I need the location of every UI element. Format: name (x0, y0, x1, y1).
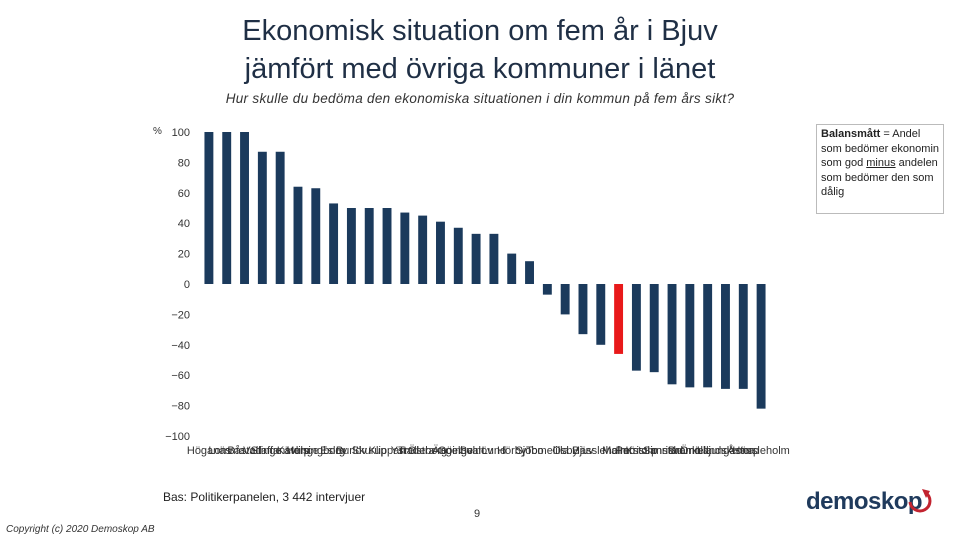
y-tick-label: 40 (178, 218, 190, 230)
bar (222, 132, 232, 284)
x-category-label: Burlöv (336, 445, 368, 457)
bar (418, 215, 428, 284)
y-tick-label: 80 (178, 157, 190, 169)
bar (721, 284, 730, 389)
x-category-label: Staffanstorp (251, 445, 310, 457)
chart-title: Ekonomisk situation om fem år i Bjuv jäm… (150, 12, 810, 88)
bar (738, 284, 748, 389)
definition-note: Balansmått = Andel som bedömer ekonomin … (816, 124, 944, 214)
x-category-label: Malmö (602, 445, 635, 457)
x-category-label: Bjuv (572, 445, 594, 457)
bar (275, 151, 285, 284)
x-category-label: Skurup (352, 445, 387, 457)
bar (311, 188, 321, 284)
x-category-label: Kävlinge (277, 445, 319, 457)
bar-chart: % 100 80 60 40 20 0 −20 −40 −60 −80 −100 HöganäsLomm… (153, 126, 790, 457)
bar (346, 208, 356, 284)
x-category-label: Trelleborg (398, 445, 447, 457)
bar (667, 284, 677, 385)
bar (257, 151, 267, 284)
x-category-label: Höganäs (187, 445, 232, 457)
title-line-2: jämfört med övriga kommuner i länet (244, 53, 716, 85)
note-text-1: = Andel som bedömer ekonomin som god (821, 128, 940, 169)
bar (703, 284, 713, 388)
y-tick-label: 20 (178, 249, 190, 261)
x-category-label: Hörby (497, 445, 527, 457)
x-category-label: Östra Göinge (408, 445, 473, 457)
bar (382, 208, 392, 284)
y-axis-unit-label: % (153, 126, 162, 137)
x-category-label: Bromölla (668, 445, 712, 457)
x-category-label: Helsingborg (286, 445, 345, 457)
bar (596, 284, 606, 345)
x-category-label: Svalöv (460, 445, 494, 457)
bar (453, 227, 463, 284)
demoskop-logo: demoskop (806, 488, 923, 515)
x-category-label: Perstorp (616, 445, 658, 457)
bar (471, 233, 481, 284)
y-tick-label: −60 (171, 370, 190, 382)
bar (525, 261, 534, 284)
bar (204, 132, 214, 284)
basis-text: Bas: Politikerpanelen, 3 442 intervjuer (163, 490, 366, 504)
bar (240, 132, 249, 284)
y-tick-label: −80 (171, 401, 190, 413)
y-tick-label: 0 (184, 279, 190, 291)
x-category-label: Båstad (227, 445, 261, 457)
x-category-label: Sjöbo (515, 445, 543, 457)
bar (507, 253, 517, 284)
note-underlined: minus (866, 157, 896, 169)
copyright-text: Copyright (c) 2020 Demoskop AB (6, 524, 155, 535)
bar-highlight (614, 284, 624, 354)
x-category-label: Hässleholm (732, 445, 789, 457)
bar (631, 284, 641, 371)
x-category-label: Kristianstad (625, 445, 682, 457)
x-category-label: Landskrona (697, 445, 755, 457)
y-tick-label: 100 (172, 127, 190, 139)
bar (560, 284, 570, 315)
page-number: 9 (474, 508, 481, 520)
bar (649, 284, 659, 373)
bar (436, 221, 445, 284)
y-tick-label: 60 (178, 188, 190, 200)
y-tick-label: −100 (165, 431, 190, 443)
y-tick-label: −20 (171, 309, 190, 321)
bar (400, 212, 410, 284)
logo-arrow-icon (908, 489, 932, 513)
bar (293, 186, 303, 284)
title-line-1: Ekonomisk situation om fem år i Bjuv (242, 15, 718, 47)
x-category-label: Åstorp (727, 444, 759, 457)
x-category-label: Lomma (208, 445, 246, 457)
x-category-label: Vellinge (243, 445, 282, 457)
bar (578, 284, 588, 335)
x-category-label: Ystad (391, 445, 419, 457)
chart-subtitle: Hur skulle du bedöma den ekonomiska situ… (225, 91, 735, 106)
bar (329, 203, 339, 284)
x-category-label: Eslöv (320, 445, 347, 457)
y-tick-label: −40 (171, 340, 190, 352)
x-category-label: Osby (552, 445, 578, 457)
bar (756, 284, 766, 409)
bar (542, 284, 552, 295)
x-category-label: Ängelholm (432, 445, 484, 457)
note-term: Balansmått (821, 128, 881, 140)
bar (364, 208, 374, 284)
note-text-2: andelen som bedömer den som dålig (821, 157, 938, 198)
bar (489, 233, 499, 284)
x-category-label: Örkelljunga (680, 445, 737, 457)
x-category-label: Klippan (369, 445, 406, 457)
x-category-label: Tomelilla (526, 445, 570, 457)
x-category-label: Simrishamn (643, 445, 701, 457)
bar (685, 284, 695, 388)
x-category-label: Hässleholm (572, 445, 629, 457)
x-category-label: Lund (482, 445, 506, 457)
